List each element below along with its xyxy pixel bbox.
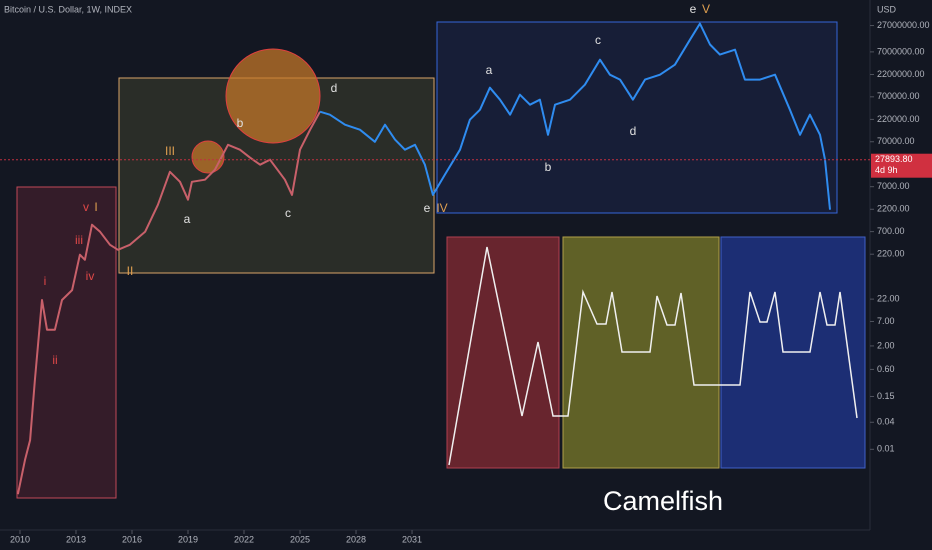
x-tick-label: 2025 xyxy=(290,534,310,544)
y-axis-label: USD xyxy=(877,4,897,14)
y-tick-label: 700000.00 xyxy=(877,91,920,101)
y-tick-label: 22.00 xyxy=(877,294,900,304)
drawings xyxy=(16,21,866,499)
wave-label: ii xyxy=(52,353,57,367)
wave-box xyxy=(436,21,838,214)
y-tick-label: 700.00 xyxy=(877,226,905,236)
y-tick-label: 220.00 xyxy=(877,249,905,259)
y-tick-label: 27000000.00 xyxy=(877,20,930,30)
x-tick-label: 2031 xyxy=(402,534,422,544)
wave-label: d xyxy=(331,81,338,95)
wave-box xyxy=(16,186,117,499)
y-tick-label: 2200.00 xyxy=(877,204,910,214)
y-tick-label: 70000.00 xyxy=(877,136,915,146)
circle xyxy=(225,48,321,144)
wave-label: e xyxy=(690,2,697,16)
inset-panel xyxy=(446,236,560,469)
wave-label: v xyxy=(83,200,89,214)
wave-label: i xyxy=(44,274,47,288)
wave-label: c xyxy=(285,206,291,220)
x-tick-label: 2016 xyxy=(122,534,142,544)
wave-label: III xyxy=(165,144,175,158)
y-tick-label: 2200000.00 xyxy=(877,69,925,79)
wave-label: V xyxy=(702,2,710,16)
wave-label: b xyxy=(545,160,552,174)
wave-label: a xyxy=(486,63,493,77)
y-tick-label: 7000000.00 xyxy=(877,46,925,56)
wave-label: iv xyxy=(86,269,95,283)
x-tick-label: 2028 xyxy=(346,534,366,544)
wave-label: I xyxy=(94,200,97,214)
x-tick-label: 2022 xyxy=(234,534,254,544)
y-tick-label: 7.00 xyxy=(877,316,895,326)
wave-label: d xyxy=(630,124,637,138)
x-tick-label: 2010 xyxy=(10,534,30,544)
inset-panel xyxy=(562,236,720,469)
inset-zigzag xyxy=(448,246,858,466)
wave-label: b xyxy=(237,116,244,130)
price-line xyxy=(16,111,321,495)
price-tag-countdown: 4d 9h xyxy=(875,165,898,175)
wave-label: a xyxy=(184,212,191,226)
y-tick-label: 2.00 xyxy=(877,340,895,350)
wave-label: iii xyxy=(75,233,83,247)
chart-title: Bitcoin / U.S. Dollar, 1W, INDEX xyxy=(4,4,132,14)
x-tick-label: 2019 xyxy=(178,534,198,544)
wave-label: e xyxy=(424,201,431,215)
circle xyxy=(191,140,225,174)
wave-label: c xyxy=(595,33,601,47)
y-tick-label: 220000.00 xyxy=(877,114,920,124)
price-line xyxy=(319,22,831,210)
watermark: Camelfish xyxy=(603,486,723,516)
y-tick-label: 7000.00 xyxy=(877,181,910,191)
price-tag-label: 27893.80 xyxy=(875,154,913,164)
price-tag xyxy=(871,153,932,178)
y-tick-label: 0.15 xyxy=(877,391,895,401)
wave-label: II xyxy=(127,264,134,278)
wave-label: IV xyxy=(436,201,447,215)
y-tick-label: 0.01 xyxy=(877,444,895,454)
y-tick-label: 0.04 xyxy=(877,417,895,427)
x-tick-label: 2013 xyxy=(66,534,86,544)
y-tick-label: 0.60 xyxy=(877,364,895,374)
